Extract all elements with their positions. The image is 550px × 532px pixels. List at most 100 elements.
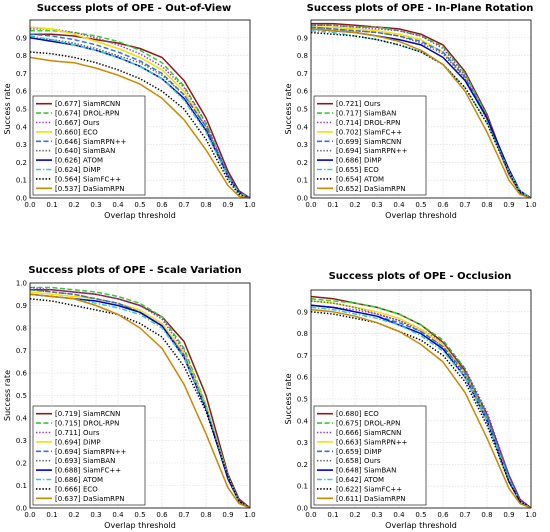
series-line-dimp <box>29 35 251 199</box>
series-line-siamrcnn <box>30 289 251 509</box>
legend-score: [0.654] <box>336 175 362 183</box>
legend-score: [0.640] <box>55 147 81 155</box>
legend-label: DROL-RPN <box>364 420 400 428</box>
x-axis-label: Overlap threshold <box>385 521 457 530</box>
chart-title: Success plots of OPE - Scale Variation <box>28 265 241 276</box>
y-tick-label: 0.1 <box>297 177 308 185</box>
series-line-siamrcnn <box>310 26 532 199</box>
legend-score: [0.666] <box>336 429 362 437</box>
series-line-dasiamrpn <box>29 293 251 509</box>
y-tick-label: 0.2 <box>16 460 27 468</box>
legend-score: [0.715] <box>55 420 81 428</box>
legend-score: [0.659] <box>336 448 362 456</box>
legend-score: [0.646] <box>55 138 81 146</box>
y-tick-label: 0.6 <box>297 374 309 382</box>
x-tick-label: 1.0 <box>525 201 536 209</box>
legend-score: [0.652] <box>336 185 362 193</box>
x-axis-label: Overlap threshold <box>104 211 176 220</box>
legend-label: DaSiamRPN <box>83 185 125 193</box>
y-tick-label: 0.8 <box>297 52 308 60</box>
x-axis-label: Overlap threshold <box>104 521 176 530</box>
legend-label: SiamRCNN <box>364 138 401 146</box>
x-tick-label: 0.2 <box>349 511 360 519</box>
legend-label: ATOM <box>83 157 103 165</box>
x-tick-label: 0.0 <box>24 511 35 519</box>
legend-score: [0.611] <box>336 495 362 503</box>
chart-panel-2: Success plots of OPE - In-Plane Rotation… <box>284 3 537 220</box>
legend-label: Ours <box>83 429 100 437</box>
x-tick-label: 0.4 <box>393 511 405 519</box>
legend-label: DROL-RPN <box>83 420 119 428</box>
x-tick-label: 0.1 <box>327 511 338 519</box>
legend-label: ECO <box>83 485 98 493</box>
y-tick-label: 0.0 <box>297 195 308 203</box>
x-tick-label: 0.7 <box>178 511 189 519</box>
legend-score: [0.694] <box>55 448 81 456</box>
legend: [0.721] Ours[0.717] SiamBAN[0.714] DROL-RPN… <box>313 95 427 196</box>
x-tick-label: 0.9 <box>503 201 514 209</box>
legend-label: SiamBAN <box>83 457 115 465</box>
chart-title: Success plots of OPE - Out-of-View <box>37 3 232 14</box>
legend-score: [0.622] <box>336 485 362 493</box>
y-tick-label: 0.2 <box>16 159 27 167</box>
legend-label: ECO <box>364 166 379 174</box>
x-tick-label: 0.9 <box>222 201 233 209</box>
x-tick-label: 0.4 <box>112 511 124 519</box>
x-tick-label: 0.1 <box>327 201 338 209</box>
y-tick-label: 0.3 <box>297 141 308 149</box>
x-axis-label: Overlap threshold <box>385 211 457 220</box>
y-tick-label: 0.7 <box>16 347 27 355</box>
legend-score: [0.655] <box>336 166 362 174</box>
legend-label: ATOM <box>364 175 384 183</box>
x-tick-label: 0.0 <box>305 201 316 209</box>
legend-label: DaSiamRPN <box>83 495 125 503</box>
legend-score: [0.667] <box>55 119 81 127</box>
legend-label: ATOM <box>83 476 103 484</box>
y-tick-label: 0.9 <box>297 34 308 42</box>
y-tick-label: 0.5 <box>16 106 27 114</box>
legend-label: DROL-RPN <box>83 110 119 118</box>
series-line-atom <box>310 306 532 509</box>
series-line-siamfc- <box>310 311 532 509</box>
y-tick-label: 0.0 <box>16 195 27 203</box>
chart-panel-1: Success plots of OPE - Out-of-View 0.0 0.1… <box>3 3 256 220</box>
plot-frame <box>29 282 251 509</box>
legend-score: [0.637] <box>55 495 81 503</box>
y-axis-label: Success rate <box>3 370 12 421</box>
y-tick-label: 0.0 <box>297 505 308 513</box>
legend-score: [0.660] <box>55 128 81 136</box>
legend-score: [0.648] <box>336 467 362 475</box>
legend-score: [0.686] <box>55 476 81 484</box>
series-line-siamrcnn <box>310 304 532 509</box>
x-tick-label: 0.5 <box>415 201 426 209</box>
legend-label: SiamFC++ <box>83 467 121 475</box>
plot-frame <box>29 19 251 199</box>
x-tick-label: 0.8 <box>200 201 211 209</box>
legend-label: DiMP <box>364 157 382 165</box>
legend-score: [0.626] <box>55 157 81 165</box>
legend-score: [0.642] <box>336 476 362 484</box>
y-tick-label: 0.5 <box>297 396 308 404</box>
legend-label: SiamRPN++ <box>364 147 408 155</box>
legend-score: [0.699] <box>336 138 362 146</box>
y-tick-label: 0.7 <box>16 70 27 78</box>
y-tick-label: 1.0 <box>16 280 27 288</box>
legend-label: DROL-RPN <box>364 119 400 127</box>
legend-label: DiMP <box>83 166 101 174</box>
legend-label: Ours <box>364 457 381 465</box>
series-line-eco <box>29 298 251 509</box>
legend-score: [0.711] <box>55 429 81 437</box>
x-tick-label: 0.6 <box>437 201 449 209</box>
x-tick-label: 0.2 <box>68 201 79 209</box>
legend-score: [0.666] <box>55 485 81 493</box>
chart-title: Success plots of OPE - Occlusion <box>329 271 512 282</box>
legend-label: SiamFC++ <box>83 175 121 183</box>
legend-score: [0.693] <box>55 457 81 465</box>
legend-score: [0.694] <box>336 147 362 155</box>
legend-label: SiamRCNN <box>83 100 120 108</box>
legend-label: Ours <box>83 119 100 127</box>
series-line-siamban <box>29 37 251 199</box>
legend-score: [0.624] <box>55 166 81 174</box>
legend-score: [0.719] <box>55 410 81 418</box>
